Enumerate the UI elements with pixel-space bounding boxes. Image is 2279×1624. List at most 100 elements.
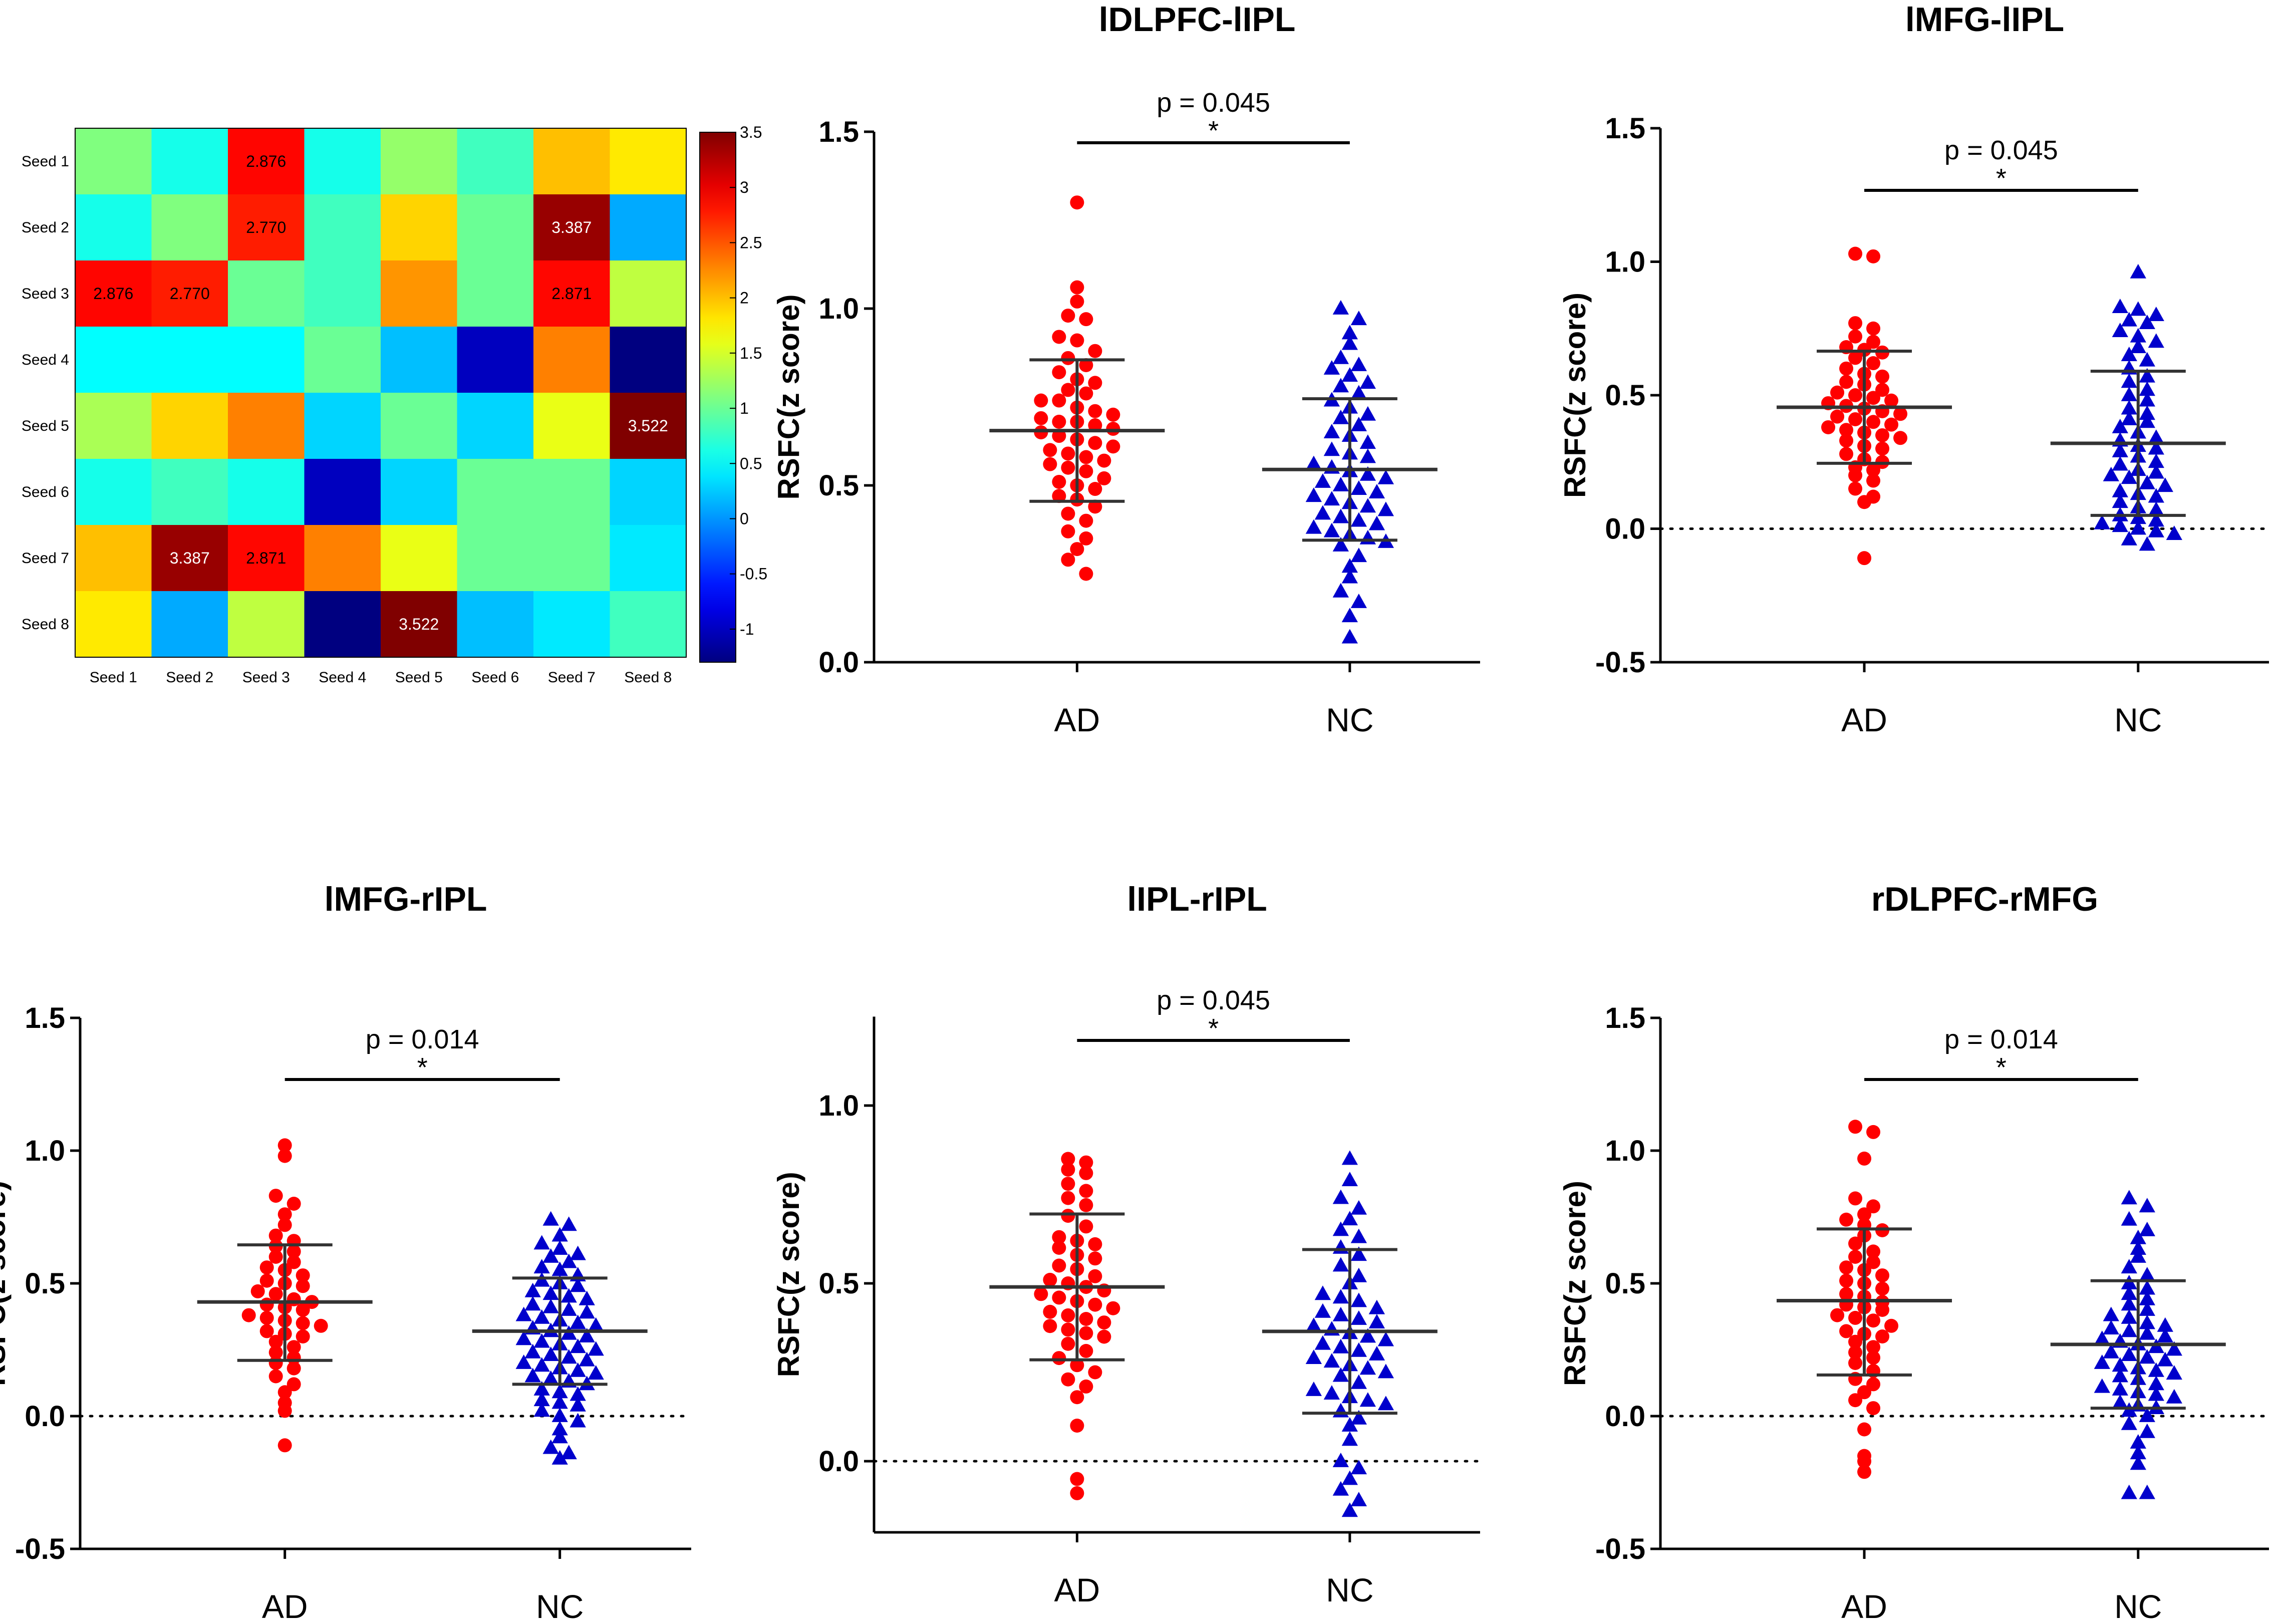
nc-data-point (1332, 1289, 1349, 1304)
nc-data-point (1341, 1172, 1358, 1186)
nc-data-point (1314, 473, 1331, 488)
chart-title: rDLPFC-rMFG (1871, 880, 2098, 918)
ad-data-point (1070, 333, 1084, 348)
nc-data-point (1332, 409, 1349, 424)
nc-data-point (2148, 488, 2164, 503)
nc-data-point (2148, 307, 2164, 321)
nc-data-point (551, 1394, 568, 1409)
nc-data-point (1377, 1364, 1394, 1379)
ad-data-point (1034, 411, 1048, 425)
nc-data-point (1350, 385, 1367, 400)
ad-data-point (1088, 1237, 1102, 1251)
colorbar-tick-label: -0.5 (740, 565, 767, 583)
nc-data-point (2166, 1365, 2182, 1380)
nc-data-point (1332, 537, 1349, 552)
y-tick-label: 0.0 (818, 646, 859, 679)
heatmap-cell (151, 525, 228, 592)
heatmap-cell (75, 459, 152, 525)
nc-data-point (2121, 1346, 2137, 1361)
nc-data-point (2103, 1320, 2119, 1334)
ad-data-point (1061, 1152, 1075, 1166)
ad-data-point (1848, 481, 1863, 496)
colorbar-tick-label: 1.5 (740, 344, 762, 362)
ad-data-point (268, 1250, 283, 1264)
nc-data-point (2139, 536, 2155, 551)
heatmap-cell (151, 459, 228, 525)
nc-data-point (551, 1408, 568, 1422)
heatmap-row-label: Seed 5 (22, 418, 69, 434)
heatmap-row-label: Seed 1 (22, 153, 69, 170)
nc-data-point (1314, 1303, 1331, 1318)
ad-data-point (1070, 1358, 1084, 1373)
nc-data-point (2130, 301, 2146, 316)
ad-data-point (1866, 1377, 1881, 1392)
nc-data-point (533, 1357, 550, 1372)
nc-data-point (542, 1439, 559, 1454)
ad-data-point (1106, 407, 1120, 422)
nc-data-point (2112, 323, 2128, 337)
ad-data-point (1070, 1419, 1084, 1433)
nc-data-point (524, 1282, 541, 1297)
nc-data-point (2148, 429, 2164, 444)
ad-data-point (268, 1287, 283, 1301)
ad-data-point (1052, 489, 1066, 503)
heatmap-cell-value: 2.770 (246, 218, 286, 236)
heatmap-cell (457, 459, 534, 525)
ad-data-point (1052, 393, 1066, 408)
ad-data-point (1070, 542, 1084, 557)
ad-data-point (259, 1273, 274, 1288)
ad-data-point (1839, 1273, 1854, 1288)
chart-title: lIPL-rIPL (1127, 880, 1267, 918)
ad-data-point (1079, 1198, 1093, 1212)
x-category-label: NC (2114, 701, 2162, 738)
ad-data-point (1088, 482, 1102, 496)
nc-data-point (1341, 1470, 1358, 1485)
heatmap-cell-value: 2.876 (246, 152, 286, 170)
y-axis-label: RSFC(z score) (0, 1181, 12, 1386)
colorbar-tick-label: 2 (740, 289, 749, 307)
heatmap-row-label: Seed 8 (22, 616, 69, 633)
nc-data-point (551, 1429, 568, 1444)
y-axis-label: RSFC(z score) (772, 294, 805, 499)
nc-data-point (2148, 1362, 2164, 1377)
ad-data-point (1079, 1326, 1093, 1340)
nc-data-point (1332, 1189, 1349, 1204)
ad-data-point (1875, 1281, 1890, 1296)
ad-data-point (1097, 1315, 1111, 1330)
ad-data-point (1079, 1184, 1093, 1198)
ad-data-point (1839, 433, 1854, 448)
nc-data-point (1350, 1246, 1367, 1261)
ad-data-point (1866, 335, 1881, 349)
ad-data-point (277, 1396, 292, 1410)
heatmap-cell (457, 525, 534, 592)
y-tick-label: 1.5 (818, 116, 859, 148)
ad-data-point (259, 1324, 274, 1338)
nc-data-point (569, 1386, 586, 1401)
nc-data-point (2139, 1280, 2155, 1295)
nc-data-point (1323, 1353, 1340, 1368)
heatmap-cell (75, 591, 152, 658)
heatmap-cell (304, 525, 381, 592)
nc-data-point (2121, 1211, 2137, 1226)
x-category-label: AD (1054, 701, 1100, 738)
y-tick-label: 1.5 (1605, 112, 1645, 145)
ad-data-point (1848, 388, 1863, 402)
heatmap-cell (381, 591, 458, 658)
nc-data-point (1350, 1228, 1367, 1243)
nc-data-point (1350, 1200, 1367, 1215)
ad-data-point (1061, 446, 1075, 461)
nc-data-point (2130, 263, 2146, 279)
ad-data-point (314, 1318, 328, 1333)
ad-data-point (1088, 1251, 1102, 1266)
ad-data-point (1848, 412, 1863, 426)
y-tick-label: 1.0 (25, 1135, 65, 1167)
heatmap-cell-value: 3.387 (551, 218, 592, 236)
ad-data-point (1052, 365, 1066, 380)
ad-data-point (1866, 1350, 1881, 1365)
heatmap-cell (457, 393, 534, 459)
nc-data-point (1377, 469, 1394, 484)
ad-data-point (287, 1292, 301, 1306)
ad-data-point (1088, 436, 1102, 450)
nc-data-point (1350, 416, 1367, 431)
ad-data-point (1839, 447, 1854, 461)
